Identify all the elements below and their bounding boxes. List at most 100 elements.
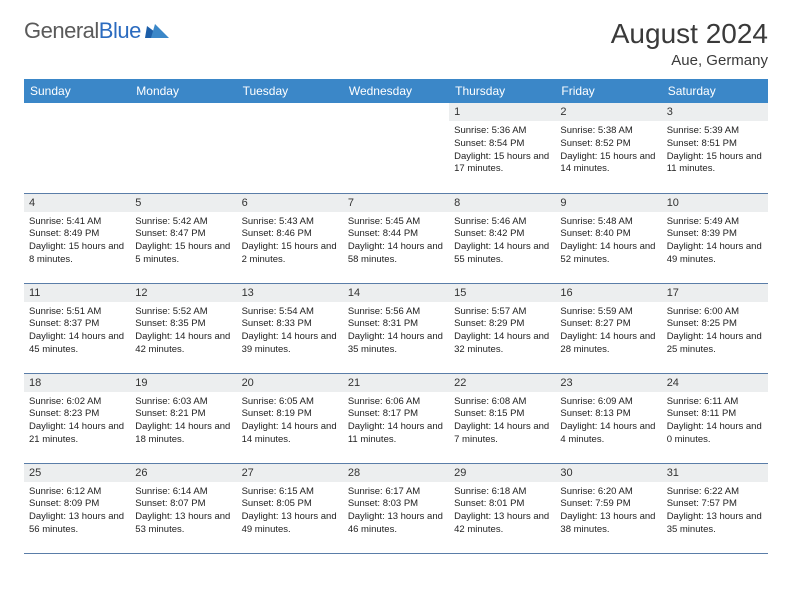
day-number: 27 xyxy=(237,464,343,482)
day-number: 6 xyxy=(237,194,343,212)
calendar-day-cell: 21Sunrise: 6:06 AMSunset: 8:17 PMDayligh… xyxy=(343,373,449,463)
calendar-day-cell: 13Sunrise: 5:54 AMSunset: 8:33 PMDayligh… xyxy=(237,283,343,373)
calendar-day-cell: 29Sunrise: 6:18 AMSunset: 8:01 PMDayligh… xyxy=(449,463,555,553)
calendar-day-cell: 5Sunrise: 5:42 AMSunset: 8:47 PMDaylight… xyxy=(130,193,236,283)
day-number: 25 xyxy=(24,464,130,482)
calendar-day-cell: 31Sunrise: 6:22 AMSunset: 7:57 PMDayligh… xyxy=(662,463,768,553)
calendar-day-cell: 14Sunrise: 5:56 AMSunset: 8:31 PMDayligh… xyxy=(343,283,449,373)
day-details: Sunrise: 5:46 AMSunset: 8:42 PMDaylight:… xyxy=(449,212,555,273)
page-header: GeneralBlue August 2024 Aue, Germany xyxy=(24,18,768,69)
day-number: 23 xyxy=(555,374,661,392)
day-number: 24 xyxy=(662,374,768,392)
day-details: Sunrise: 6:00 AMSunset: 8:25 PMDaylight:… xyxy=(662,302,768,363)
calendar-day-cell: 8Sunrise: 5:46 AMSunset: 8:42 PMDaylight… xyxy=(449,193,555,283)
calendar-day-cell xyxy=(237,103,343,193)
day-number: 15 xyxy=(449,284,555,302)
calendar-day-cell: 11Sunrise: 5:51 AMSunset: 8:37 PMDayligh… xyxy=(24,283,130,373)
logo-text-gray: General xyxy=(24,18,99,44)
weekday-header: Sunday xyxy=(24,79,130,103)
day-details: Sunrise: 5:45 AMSunset: 8:44 PMDaylight:… xyxy=(343,212,449,273)
day-details: Sunrise: 6:11 AMSunset: 8:11 PMDaylight:… xyxy=(662,392,768,453)
calendar-day-cell: 28Sunrise: 6:17 AMSunset: 8:03 PMDayligh… xyxy=(343,463,449,553)
weekday-header: Friday xyxy=(555,79,661,103)
logo-text-blue: Blue xyxy=(99,18,141,44)
calendar-day-cell xyxy=(130,103,236,193)
day-number: 17 xyxy=(662,284,768,302)
day-number: 1 xyxy=(449,103,555,121)
day-details: Sunrise: 6:02 AMSunset: 8:23 PMDaylight:… xyxy=(24,392,130,453)
day-details: Sunrise: 6:14 AMSunset: 8:07 PMDaylight:… xyxy=(130,482,236,543)
day-details: Sunrise: 5:48 AMSunset: 8:40 PMDaylight:… xyxy=(555,212,661,273)
day-details: Sunrise: 6:15 AMSunset: 8:05 PMDaylight:… xyxy=(237,482,343,543)
day-details: Sunrise: 6:20 AMSunset: 7:59 PMDaylight:… xyxy=(555,482,661,543)
day-number: 12 xyxy=(130,284,236,302)
day-number: 28 xyxy=(343,464,449,482)
title-block: August 2024 Aue, Germany xyxy=(611,18,768,69)
day-number: 3 xyxy=(662,103,768,121)
day-number: 16 xyxy=(555,284,661,302)
calendar-day-cell: 16Sunrise: 5:59 AMSunset: 8:27 PMDayligh… xyxy=(555,283,661,373)
calendar-day-cell: 7Sunrise: 5:45 AMSunset: 8:44 PMDaylight… xyxy=(343,193,449,283)
weekday-header: Monday xyxy=(130,79,236,103)
day-number: 18 xyxy=(24,374,130,392)
calendar-day-cell: 18Sunrise: 6:02 AMSunset: 8:23 PMDayligh… xyxy=(24,373,130,463)
day-details: Sunrise: 6:09 AMSunset: 8:13 PMDaylight:… xyxy=(555,392,661,453)
calendar-day-cell xyxy=(24,103,130,193)
calendar-day-cell: 24Sunrise: 6:11 AMSunset: 8:11 PMDayligh… xyxy=(662,373,768,463)
calendar-day-cell: 25Sunrise: 6:12 AMSunset: 8:09 PMDayligh… xyxy=(24,463,130,553)
calendar-day-cell: 17Sunrise: 6:00 AMSunset: 8:25 PMDayligh… xyxy=(662,283,768,373)
calendar-day-cell xyxy=(343,103,449,193)
weekday-header-row: Sunday Monday Tuesday Wednesday Thursday… xyxy=(24,79,768,103)
day-details: Sunrise: 6:08 AMSunset: 8:15 PMDaylight:… xyxy=(449,392,555,453)
day-details: Sunrise: 5:38 AMSunset: 8:52 PMDaylight:… xyxy=(555,121,661,182)
calendar-day-cell: 27Sunrise: 6:15 AMSunset: 8:05 PMDayligh… xyxy=(237,463,343,553)
calendar-day-cell: 22Sunrise: 6:08 AMSunset: 8:15 PMDayligh… xyxy=(449,373,555,463)
day-number: 29 xyxy=(449,464,555,482)
calendar-day-cell: 19Sunrise: 6:03 AMSunset: 8:21 PMDayligh… xyxy=(130,373,236,463)
day-details: Sunrise: 5:49 AMSunset: 8:39 PMDaylight:… xyxy=(662,212,768,273)
calendar-page: GeneralBlue August 2024 Aue, Germany Sun… xyxy=(0,0,792,572)
day-details: Sunrise: 6:12 AMSunset: 8:09 PMDaylight:… xyxy=(24,482,130,543)
calendar-day-cell: 26Sunrise: 6:14 AMSunset: 8:07 PMDayligh… xyxy=(130,463,236,553)
day-number: 4 xyxy=(24,194,130,212)
calendar-week-row: 4Sunrise: 5:41 AMSunset: 8:49 PMDaylight… xyxy=(24,193,768,283)
day-number: 22 xyxy=(449,374,555,392)
day-details: Sunrise: 6:22 AMSunset: 7:57 PMDaylight:… xyxy=(662,482,768,543)
weekday-header: Wednesday xyxy=(343,79,449,103)
calendar-day-cell: 6Sunrise: 5:43 AMSunset: 8:46 PMDaylight… xyxy=(237,193,343,283)
day-number: 20 xyxy=(237,374,343,392)
day-details: Sunrise: 6:06 AMSunset: 8:17 PMDaylight:… xyxy=(343,392,449,453)
day-number: 5 xyxy=(130,194,236,212)
day-number: 10 xyxy=(662,194,768,212)
day-number: 11 xyxy=(24,284,130,302)
day-details: Sunrise: 5:39 AMSunset: 8:51 PMDaylight:… xyxy=(662,121,768,182)
day-details: Sunrise: 5:51 AMSunset: 8:37 PMDaylight:… xyxy=(24,302,130,363)
calendar-day-cell: 3Sunrise: 5:39 AMSunset: 8:51 PMDaylight… xyxy=(662,103,768,193)
location: Aue, Germany xyxy=(611,52,768,69)
logo: GeneralBlue xyxy=(24,18,169,44)
day-details: Sunrise: 5:56 AMSunset: 8:31 PMDaylight:… xyxy=(343,302,449,363)
day-number: 2 xyxy=(555,103,661,121)
calendar-day-cell: 20Sunrise: 6:05 AMSunset: 8:19 PMDayligh… xyxy=(237,373,343,463)
day-number: 8 xyxy=(449,194,555,212)
calendar-day-cell: 4Sunrise: 5:41 AMSunset: 8:49 PMDaylight… xyxy=(24,193,130,283)
day-number: 14 xyxy=(343,284,449,302)
day-details: Sunrise: 5:52 AMSunset: 8:35 PMDaylight:… xyxy=(130,302,236,363)
day-details: Sunrise: 5:57 AMSunset: 8:29 PMDaylight:… xyxy=(449,302,555,363)
day-details: Sunrise: 5:59 AMSunset: 8:27 PMDaylight:… xyxy=(555,302,661,363)
day-details: Sunrise: 6:05 AMSunset: 8:19 PMDaylight:… xyxy=(237,392,343,453)
weekday-header: Thursday xyxy=(449,79,555,103)
calendar-week-row: 11Sunrise: 5:51 AMSunset: 8:37 PMDayligh… xyxy=(24,283,768,373)
day-details: Sunrise: 5:43 AMSunset: 8:46 PMDaylight:… xyxy=(237,212,343,273)
calendar-day-cell: 1Sunrise: 5:36 AMSunset: 8:54 PMDaylight… xyxy=(449,103,555,193)
logo-flag-icon xyxy=(145,22,169,40)
month-title: August 2024 xyxy=(611,18,768,50)
day-details: Sunrise: 6:03 AMSunset: 8:21 PMDaylight:… xyxy=(130,392,236,453)
calendar-day-cell: 30Sunrise: 6:20 AMSunset: 7:59 PMDayligh… xyxy=(555,463,661,553)
weekday-header: Tuesday xyxy=(237,79,343,103)
calendar-week-row: 25Sunrise: 6:12 AMSunset: 8:09 PMDayligh… xyxy=(24,463,768,553)
calendar-week-row: 1Sunrise: 5:36 AMSunset: 8:54 PMDaylight… xyxy=(24,103,768,193)
day-details: Sunrise: 6:18 AMSunset: 8:01 PMDaylight:… xyxy=(449,482,555,543)
day-number: 21 xyxy=(343,374,449,392)
calendar-day-cell: 2Sunrise: 5:38 AMSunset: 8:52 PMDaylight… xyxy=(555,103,661,193)
